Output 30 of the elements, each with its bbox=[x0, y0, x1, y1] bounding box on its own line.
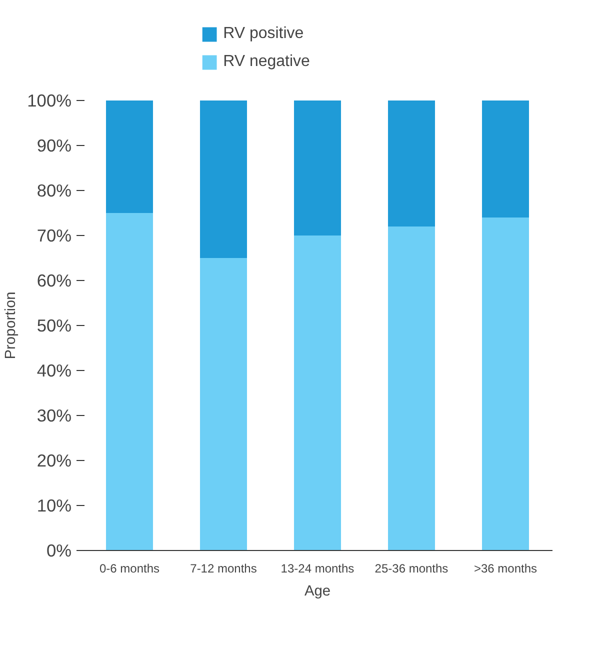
y-tick-label: 0% bbox=[46, 540, 72, 560]
bar bbox=[482, 100, 529, 218]
bar bbox=[388, 226, 435, 550]
y-tick-label: 70% bbox=[36, 226, 72, 246]
bar bbox=[106, 100, 153, 213]
y-tick-label: 100% bbox=[27, 90, 72, 110]
y-tick-label: 40% bbox=[36, 360, 72, 380]
x-tick-label: 0-6 months bbox=[99, 562, 160, 576]
x-tick-label: >36 months bbox=[474, 562, 538, 576]
y-tick-label: 10% bbox=[36, 496, 72, 516]
x-tick-label: 7-12 months bbox=[190, 562, 257, 576]
legend-label: RV positive bbox=[223, 24, 304, 42]
y-tick-label: 60% bbox=[36, 270, 72, 290]
bar bbox=[388, 100, 435, 226]
y-axis-title: Proportion bbox=[3, 292, 20, 360]
x-tick-label: 25-36 months bbox=[374, 562, 448, 576]
bar bbox=[200, 258, 247, 550]
y-tick-label: 20% bbox=[36, 450, 72, 470]
bar bbox=[200, 100, 247, 258]
legend-label: RV negative bbox=[223, 52, 310, 70]
bar bbox=[482, 218, 529, 550]
x-tick-label: 13-24 months bbox=[280, 562, 354, 576]
bar bbox=[294, 100, 341, 236]
bar bbox=[294, 236, 341, 550]
y-tick-label: 50% bbox=[36, 316, 72, 336]
y-tick-label: 30% bbox=[36, 406, 72, 426]
y-tick-label: 90% bbox=[36, 136, 72, 156]
bar bbox=[106, 213, 153, 550]
x-axis-title: Age bbox=[304, 584, 331, 600]
y-tick-label: 80% bbox=[36, 180, 72, 200]
